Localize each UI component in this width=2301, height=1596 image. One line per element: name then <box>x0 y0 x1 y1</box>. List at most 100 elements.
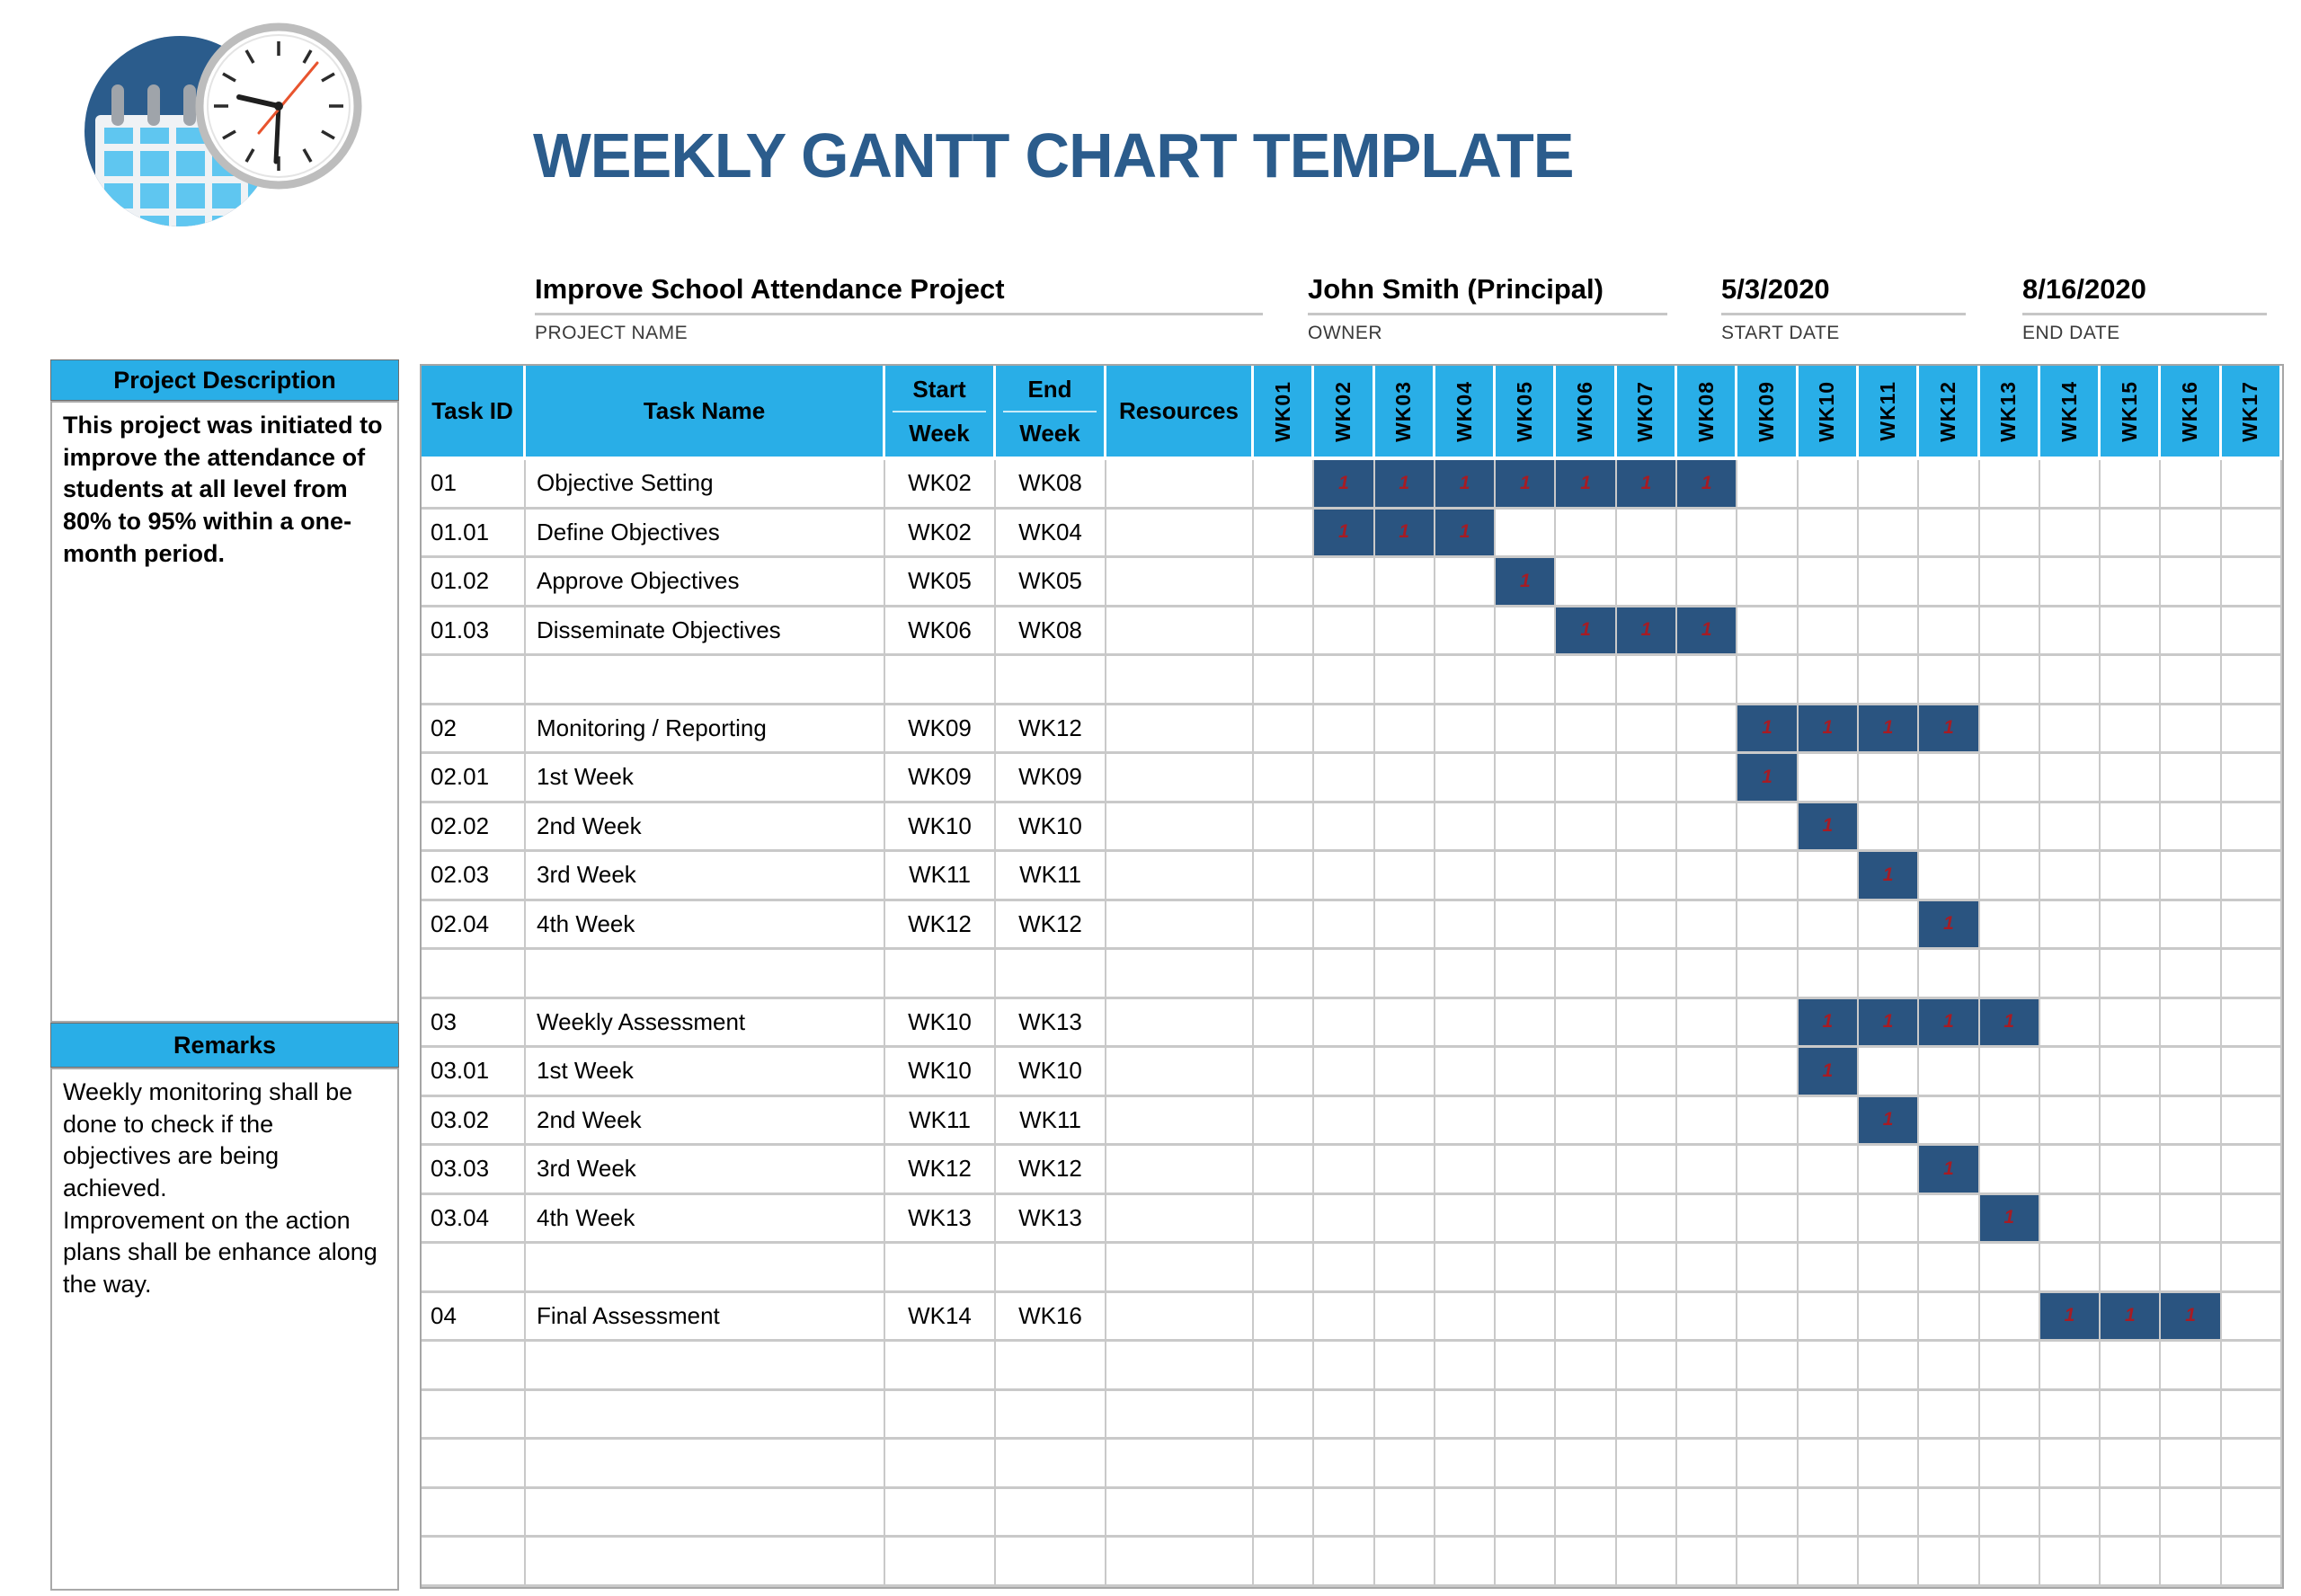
week-cell-WK12[interactable] <box>1919 1440 1980 1489</box>
week-cell-WK07[interactable] <box>1616 558 1678 607</box>
task-id-cell[interactable]: 03 <box>422 998 526 1048</box>
week-cell-WK06[interactable] <box>1556 1440 1617 1489</box>
week-cell-WK17[interactable] <box>2221 1538 2283 1587</box>
gantt-bar-cell-WK16[interactable]: 1 <box>2161 1292 2222 1342</box>
end-week-cell[interactable]: WK09 <box>996 754 1106 803</box>
week-cell-WK02[interactable] <box>1314 1194 1375 1244</box>
week-cell-WK03[interactable] <box>1374 1440 1435 1489</box>
week-cell-WK15[interactable] <box>2101 1488 2162 1538</box>
task-name-cell[interactable]: Final Assessment <box>526 1292 885 1342</box>
week-cell-WK14[interactable] <box>2039 1194 2101 1244</box>
week-cell-WK12[interactable] <box>1919 1244 1980 1293</box>
week-cell-WK12[interactable] <box>1919 1096 1980 1146</box>
end-week-cell[interactable]: WK11 <box>996 852 1106 901</box>
gantt-bar-cell-WK09[interactable]: 1 <box>1737 705 1799 754</box>
gantt-bar-cell-WK07[interactable]: 1 <box>1616 460 1678 510</box>
week-cell-WK07[interactable] <box>1616 1146 1678 1195</box>
week-cell-WK12[interactable] <box>1919 1342 1980 1391</box>
week-cell-WK02[interactable] <box>1314 1244 1375 1293</box>
week-cell-WK07[interactable] <box>1616 802 1678 852</box>
week-cell-WK04[interactable] <box>1435 656 1497 705</box>
gantt-bar-cell-WK05[interactable]: 1 <box>1496 460 1557 510</box>
week-cell-WK16[interactable] <box>2161 1048 2222 1097</box>
week-cell-WK12[interactable] <box>1919 1048 1980 1097</box>
week-cell-WK16[interactable] <box>2161 998 2222 1048</box>
week-cell-WK10[interactable] <box>1798 852 1859 901</box>
end-week-cell[interactable] <box>996 1488 1106 1538</box>
week-cell-WK12[interactable] <box>1919 460 1980 510</box>
week-cell-WK15[interactable] <box>2101 705 2162 754</box>
week-cell-WK09[interactable] <box>1737 900 1799 950</box>
week-cell-WK03[interactable] <box>1374 754 1435 803</box>
week-cell-WK16[interactable] <box>2161 607 2222 656</box>
week-cell-WK07[interactable] <box>1616 1538 1678 1587</box>
week-cell-WK13[interactable] <box>1979 1390 2040 1440</box>
week-cell-WK06[interactable] <box>1556 1244 1617 1293</box>
gantt-bar-cell-WK02[interactable]: 1 <box>1314 460 1375 510</box>
week-cell-WK02[interactable] <box>1314 852 1375 901</box>
resources-cell[interactable] <box>1106 1244 1254 1293</box>
task-id-cell[interactable]: 02.04 <box>422 900 526 950</box>
task-name-cell[interactable]: 3rd Week <box>526 1146 885 1195</box>
gantt-bar-cell-WK02[interactable]: 1 <box>1314 509 1375 558</box>
task-id-cell[interactable] <box>422 656 526 705</box>
week-cell-WK13[interactable] <box>1979 802 2040 852</box>
week-cell-WK04[interactable] <box>1435 900 1497 950</box>
week-cell-WK08[interactable] <box>1677 1538 1738 1587</box>
resources-cell[interactable] <box>1106 607 1254 656</box>
week-cell-WK05[interactable] <box>1496 754 1557 803</box>
gantt-bar-cell-WK10[interactable]: 1 <box>1798 705 1859 754</box>
week-cell-WK17[interactable] <box>2221 950 2283 999</box>
gantt-bar-cell-WK11[interactable]: 1 <box>1858 1096 1920 1146</box>
start-week-cell[interactable] <box>885 1342 996 1391</box>
week-cell-WK09[interactable] <box>1737 607 1799 656</box>
week-cell-WK13[interactable] <box>1979 1292 2040 1342</box>
week-cell-WK09[interactable] <box>1737 1244 1799 1293</box>
end-week-cell[interactable]: WK13 <box>996 998 1106 1048</box>
week-cell-WK01[interactable] <box>1254 509 1315 558</box>
end-week-cell[interactable]: WK13 <box>996 1194 1106 1244</box>
week-cell-WK03[interactable] <box>1374 802 1435 852</box>
week-cell-WK13[interactable] <box>1979 1488 2040 1538</box>
week-cell-WK09[interactable] <box>1737 1440 1799 1489</box>
week-cell-WK04[interactable] <box>1435 1390 1497 1440</box>
end-week-cell[interactable]: WK10 <box>996 802 1106 852</box>
week-cell-WK16[interactable] <box>2161 1146 2222 1195</box>
week-cell-WK01[interactable] <box>1254 705 1315 754</box>
week-cell-WK02[interactable] <box>1314 1342 1375 1391</box>
week-cell-WK17[interactable] <box>2221 607 2283 656</box>
week-cell-WK05[interactable] <box>1496 900 1557 950</box>
start-week-cell[interactable] <box>885 656 996 705</box>
end-week-cell[interactable]: WK04 <box>996 509 1106 558</box>
week-cell-WK13[interactable] <box>1979 950 2040 999</box>
week-cell-WK05[interactable] <box>1496 950 1557 999</box>
gantt-bar-cell-WK05[interactable]: 1 <box>1496 558 1557 607</box>
resources-cell[interactable] <box>1106 558 1254 607</box>
week-cell-WK17[interactable] <box>2221 509 2283 558</box>
week-cell-WK03[interactable] <box>1374 1244 1435 1293</box>
week-cell-WK08[interactable] <box>1677 1244 1738 1293</box>
week-cell-WK01[interactable] <box>1254 1146 1315 1195</box>
task-name-cell[interactable]: Monitoring / Reporting <box>526 705 885 754</box>
end-week-cell[interactable] <box>996 656 1106 705</box>
week-cell-WK17[interactable] <box>2221 998 2283 1048</box>
week-cell-WK12[interactable] <box>1919 656 1980 705</box>
week-cell-WK06[interactable] <box>1556 1292 1617 1342</box>
week-cell-WK12[interactable] <box>1919 1292 1980 1342</box>
week-cell-WK10[interactable] <box>1798 950 1859 999</box>
week-cell-WK14[interactable] <box>2039 558 2101 607</box>
week-cell-WK02[interactable] <box>1314 998 1375 1048</box>
week-cell-WK02[interactable] <box>1314 950 1375 999</box>
week-cell-WK17[interactable] <box>2221 1440 2283 1489</box>
week-cell-WK11[interactable] <box>1858 509 1920 558</box>
start-date-value[interactable]: 5/3/2020 <box>1721 273 1830 305</box>
week-cell-WK14[interactable] <box>2039 998 2101 1048</box>
gantt-bar-cell-WK11[interactable]: 1 <box>1858 852 1920 901</box>
task-id-cell[interactable]: 01.01 <box>422 509 526 558</box>
week-cell-WK05[interactable] <box>1496 705 1557 754</box>
week-cell-WK07[interactable] <box>1616 656 1678 705</box>
week-cell-WK01[interactable] <box>1254 656 1315 705</box>
week-cell-WK16[interactable] <box>2161 1244 2222 1293</box>
week-cell-WK16[interactable] <box>2161 1194 2222 1244</box>
week-cell-WK05[interactable] <box>1496 1488 1557 1538</box>
